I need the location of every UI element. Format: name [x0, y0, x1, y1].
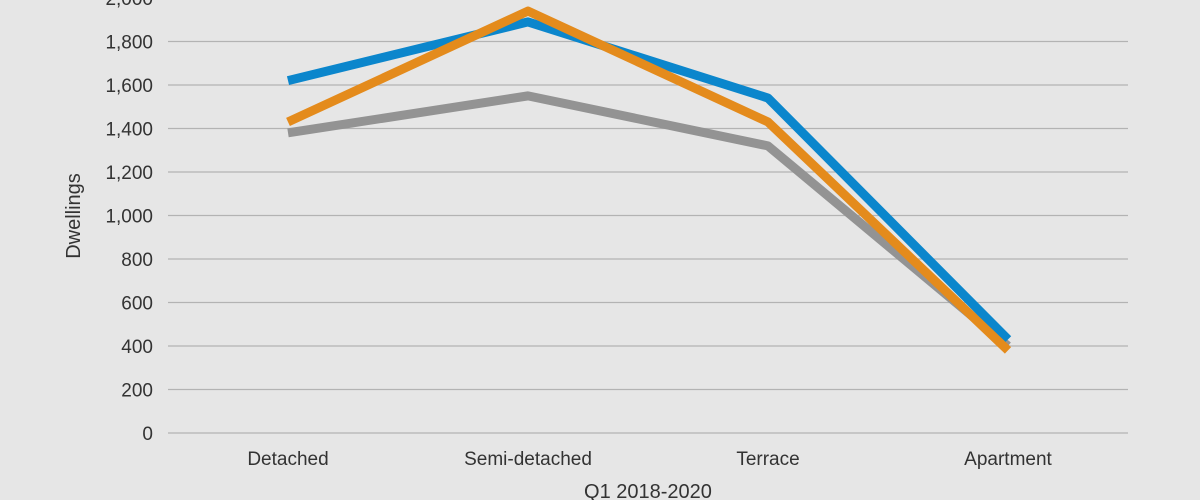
series-line-3: [286, 6, 1012, 354]
x-tick-label: Apartment: [964, 449, 1052, 470]
series-line-1: [287, 91, 1011, 350]
y-tick-label: 200: [121, 381, 153, 402]
y-tick-label: 1,800: [105, 33, 153, 54]
y-tick-label: 600: [121, 294, 153, 315]
y-tick-label: 1,400: [105, 120, 153, 141]
x-tick-label: Semi-detached: [464, 449, 592, 470]
y-tick-label: 1,000: [105, 207, 153, 228]
gridlines: [168, 40, 1128, 434]
y-tick-label: 800: [121, 250, 153, 271]
y-tick-label: 1,200: [105, 163, 153, 184]
x-axis-ticks: Detached Semi-detached Terrace Apartment: [247, 449, 1052, 470]
y-axis-ticks: 0 200 400 600 800 1,000 1,200 1,400 1,600 1,800 2,…: [105, 0, 153, 445]
series-lines: [286, 6, 1012, 354]
y-tick-label: 0: [142, 424, 153, 445]
series-line-2: [286, 17, 1012, 343]
y-tick-label: 2,000: [105, 0, 153, 10]
y-tick-label: 400: [121, 337, 153, 358]
y-axis-title: Dwellings: [63, 173, 85, 259]
x-axis-title: Q1 2018-2020: [584, 481, 712, 500]
x-tick-label: Terrace: [736, 449, 799, 470]
y-tick-label: 1,600: [105, 76, 153, 97]
x-tick-label: Detached: [247, 449, 328, 470]
